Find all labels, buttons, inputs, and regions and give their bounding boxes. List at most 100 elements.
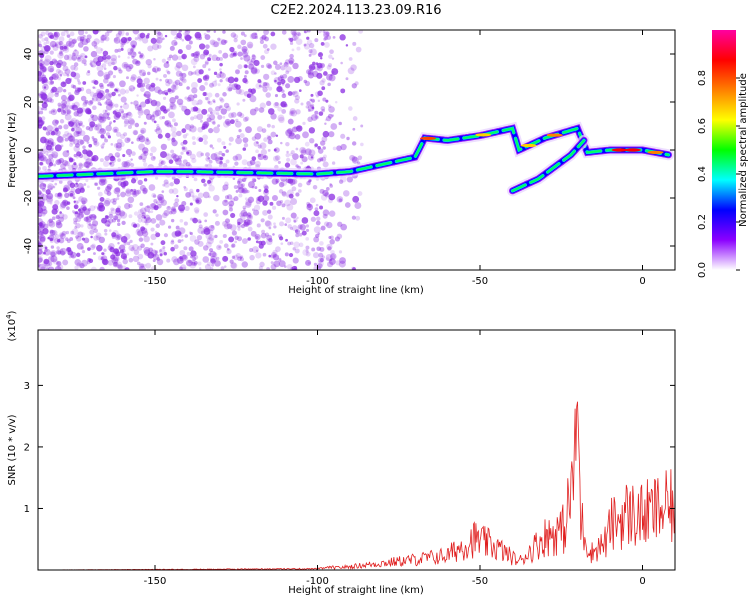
noise-speckle bbox=[113, 119, 116, 123]
noise-speckle bbox=[223, 102, 230, 109]
noise-speckle bbox=[55, 68, 61, 74]
noise-speckle bbox=[40, 31, 46, 37]
noise-speckle bbox=[340, 143, 347, 151]
noise-speckle bbox=[274, 94, 279, 98]
snr-x-ticks: -150 -100 -50 0 bbox=[144, 330, 646, 587]
noise-speckle bbox=[104, 31, 110, 37]
noise-speckle bbox=[64, 68, 71, 75]
noise-speckle bbox=[297, 75, 303, 82]
noise-speckle bbox=[58, 180, 63, 184]
noise-speckle bbox=[289, 111, 294, 115]
noise-speckle bbox=[152, 156, 156, 159]
noise-speckle bbox=[219, 62, 223, 67]
noise-speckle bbox=[47, 138, 54, 145]
noise-speckle bbox=[285, 129, 293, 137]
noise-speckle bbox=[219, 57, 223, 61]
noise-speckle bbox=[207, 107, 213, 113]
noise-speckle bbox=[60, 232, 65, 237]
noise-speckle bbox=[235, 88, 242, 95]
noise-speckle bbox=[233, 185, 238, 190]
noise-speckle bbox=[41, 76, 48, 83]
spectrogram-noise bbox=[38, 30, 364, 270]
noise-speckle bbox=[80, 58, 87, 65]
noise-speckle bbox=[211, 80, 218, 87]
noise-speckle bbox=[97, 130, 101, 134]
noise-speckle bbox=[155, 176, 159, 180]
noise-speckle bbox=[171, 139, 178, 147]
noise-speckle bbox=[311, 99, 316, 103]
noise-speckle bbox=[209, 248, 214, 253]
noise-speckle bbox=[184, 96, 188, 100]
noise-speckle bbox=[94, 124, 98, 127]
noise-speckle bbox=[222, 30, 226, 34]
noise-speckle bbox=[243, 221, 249, 227]
noise-speckle bbox=[181, 64, 189, 72]
noise-speckle bbox=[143, 150, 147, 155]
noise-speckle bbox=[160, 160, 166, 166]
noise-speckle bbox=[305, 251, 311, 257]
noise-speckle bbox=[156, 67, 161, 72]
noise-speckle bbox=[307, 109, 311, 112]
noise-speckle bbox=[73, 204, 79, 210]
noise-speckle bbox=[183, 147, 186, 150]
noise-speckle bbox=[154, 129, 158, 132]
noise-speckle bbox=[137, 109, 144, 116]
noise-speckle bbox=[87, 70, 91, 73]
noise-speckle bbox=[121, 160, 128, 168]
noise-speckle bbox=[89, 99, 94, 105]
noise-speckle bbox=[181, 38, 185, 42]
noise-speckle bbox=[305, 249, 309, 253]
noise-speckle bbox=[285, 238, 288, 242]
noise-speckle bbox=[74, 211, 79, 215]
noise-speckle bbox=[258, 189, 262, 193]
noise-speckle bbox=[322, 30, 326, 34]
noise-speckle bbox=[317, 232, 321, 235]
noise-speckle bbox=[115, 251, 121, 257]
noise-speckle bbox=[108, 81, 114, 87]
noise-speckle bbox=[90, 235, 93, 239]
noise-speckle bbox=[183, 221, 188, 226]
noise-speckle bbox=[69, 138, 76, 145]
noise-speckle bbox=[117, 222, 121, 227]
noise-speckle bbox=[195, 199, 200, 203]
noise-speckle bbox=[189, 124, 195, 129]
noise-speckle bbox=[167, 78, 173, 85]
noise-speckle bbox=[360, 142, 364, 147]
noise-speckle bbox=[159, 116, 163, 120]
noise-speckle bbox=[208, 159, 213, 164]
noise-speckle bbox=[259, 80, 263, 84]
noise-speckle bbox=[226, 183, 229, 187]
noise-speckle bbox=[69, 134, 73, 137]
noise-speckle bbox=[159, 78, 162, 82]
noise-speckle bbox=[192, 65, 196, 69]
noise-speckle bbox=[291, 31, 297, 37]
noise-speckle bbox=[117, 264, 122, 269]
noise-speckle bbox=[38, 70, 42, 77]
noise-speckle bbox=[162, 246, 166, 250]
noise-speckle bbox=[290, 212, 297, 219]
noise-speckle bbox=[130, 47, 135, 52]
noise-speckle bbox=[39, 65, 47, 73]
noise-speckle bbox=[85, 38, 91, 43]
noise-speckle bbox=[186, 251, 191, 256]
noise-speckle bbox=[352, 195, 360, 203]
noise-speckle bbox=[249, 60, 254, 66]
noise-speckle bbox=[351, 156, 359, 164]
noise-speckle bbox=[56, 246, 60, 250]
noise-speckle bbox=[205, 241, 212, 248]
noise-speckle bbox=[200, 119, 203, 123]
noise-speckle bbox=[182, 134, 188, 139]
noise-speckle bbox=[134, 37, 139, 41]
noise-speckle bbox=[319, 80, 325, 86]
noise-speckle bbox=[198, 137, 204, 143]
noise-speckle bbox=[80, 232, 85, 237]
noise-speckle bbox=[204, 263, 212, 270]
noise-speckle bbox=[75, 216, 82, 223]
noise-speckle bbox=[268, 254, 272, 258]
noise-speckle bbox=[85, 31, 88, 34]
noise-speckle bbox=[226, 248, 232, 255]
noise-speckle bbox=[144, 220, 148, 224]
noise-speckle bbox=[119, 38, 126, 46]
noise-speckle bbox=[43, 107, 47, 111]
